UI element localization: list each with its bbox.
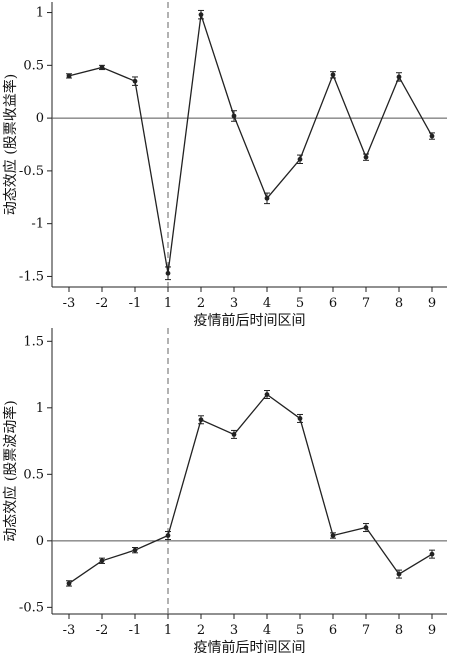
data-point: [66, 581, 72, 586]
data-point: [165, 533, 171, 538]
y-tick-label: 0: [36, 111, 44, 126]
x-tick-label: -3: [63, 623, 76, 638]
data-point: [297, 416, 303, 421]
data-point: [363, 154, 369, 160]
data-point: [297, 156, 303, 162]
y-tick-label: 1: [36, 6, 44, 21]
x-tick-label: 1: [164, 623, 172, 638]
x-tick-label: 4: [263, 296, 271, 311]
x-tick-label: 4: [263, 623, 271, 638]
series-line: [68, 14, 433, 274]
data-point: [132, 78, 138, 84]
x-tick-label: -2: [96, 296, 109, 311]
x-tick-label: -1: [129, 623, 142, 638]
chart-panel-2: 1.5 1 0.5 0 -0.5 -3 -2 -1 1 2 3 4 5 6 7 8 9 疫情前后时间区间 动态效应 …: [2, 328, 447, 653]
data-point: [231, 113, 237, 119]
y-tick-label: -1: [31, 217, 44, 232]
y-tick-label: 0.5: [23, 467, 44, 482]
data-point: [66, 73, 72, 79]
data-point: [330, 72, 336, 78]
data-point: [99, 65, 105, 70]
x-tick-label: 7: [362, 623, 370, 638]
y-tick-label: -0.5: [19, 164, 44, 179]
data-point: [198, 12, 204, 18]
data-point: [396, 74, 402, 80]
x-tick-label: 2: [197, 623, 205, 638]
x-tick-label: 5: [296, 296, 304, 311]
x-tick-label: 3: [230, 296, 238, 311]
x-tick-label: -1: [129, 296, 142, 311]
y-tick-label: 0: [36, 534, 44, 549]
data-point: [198, 417, 204, 423]
data-point: [429, 551, 435, 557]
x-tick-label: 7: [362, 296, 370, 311]
x-tick-label: 6: [329, 623, 337, 638]
data-point: [264, 392, 270, 397]
x-axis-title: 疫情前后时间区间: [194, 639, 306, 653]
data-point: [264, 195, 270, 201]
x-tick-label: 5: [296, 623, 304, 638]
y-tick-label: 1: [36, 401, 44, 416]
x-tick-label: -3: [63, 296, 76, 311]
x-tick-label: 9: [428, 296, 436, 311]
y-axis-title: 动态效应 (股票收益率): [2, 74, 19, 215]
x-tick-label: 6: [329, 296, 337, 311]
data-point: [132, 547, 138, 553]
x-tick-label: 8: [395, 623, 403, 638]
x-tick-label: 9: [428, 623, 436, 638]
series-line: [68, 393, 433, 584]
chart-panel-1: 1 0.5 0 -0.5 -1 -1.5 -3 -2 -1 1 2 3 4 5 6 7 8 9 疫情前后时间区间 动态…: [2, 2, 447, 329]
data-point: [165, 270, 171, 276]
data-point: [429, 133, 435, 139]
y-axis-title: 动态效应 (股票波动率): [2, 400, 19, 541]
x-tick-label: 8: [395, 296, 403, 311]
y-tick-label: 1.5: [23, 334, 44, 349]
x-tick-label: 1: [164, 296, 172, 311]
data-point: [99, 558, 105, 564]
data-point: [363, 525, 369, 530]
data-point: [330, 533, 336, 538]
y-tick-label: -1.5: [19, 269, 44, 284]
x-axis-title: 疫情前后时间区间: [194, 312, 306, 329]
y-tick-label: 0.5: [23, 58, 44, 73]
x-tick-label: 3: [230, 623, 238, 638]
x-tick-label: 2: [197, 296, 205, 311]
data-point: [231, 432, 237, 437]
x-tick-label: -2: [96, 623, 109, 638]
data-point: [396, 571, 402, 577]
y-tick-label: -0.5: [19, 600, 44, 615]
